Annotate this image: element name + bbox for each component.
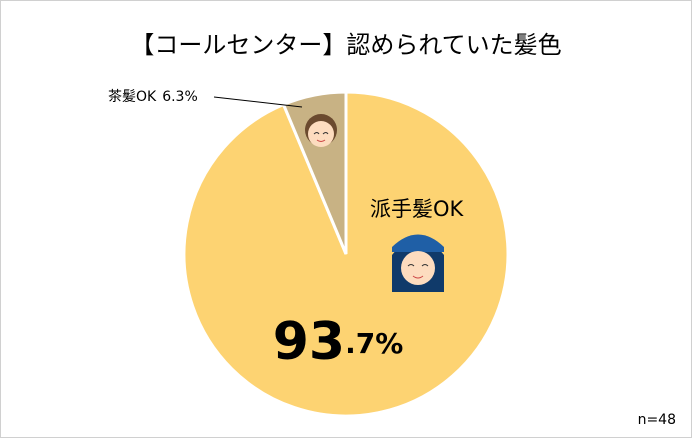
leader-line	[213, 96, 303, 108]
chart-title: 【コールセンター】認められていた髪色	[130, 31, 561, 59]
category-label: 茶髪OK	[108, 89, 157, 105]
slices	[182, 90, 510, 418]
value-label: 6.3%	[162, 89, 198, 105]
category-label: 派手髪OK	[370, 197, 465, 221]
value-label: 93.7%	[273, 312, 404, 372]
icon-flashy-hair	[392, 234, 444, 292]
slice-label: 茶髪OK 6.3%	[108, 89, 198, 105]
icon-brown-hair	[305, 114, 337, 147]
note: n=48	[638, 412, 676, 428]
